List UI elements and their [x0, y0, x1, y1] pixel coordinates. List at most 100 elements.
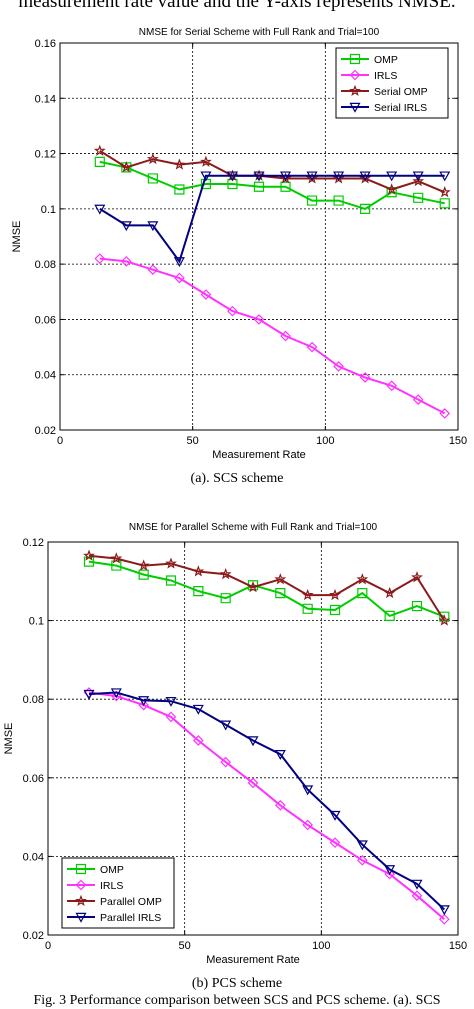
y-tick-label: 0.04 — [23, 851, 44, 863]
data-point — [193, 586, 204, 597]
data-point — [384, 868, 396, 880]
data-point — [438, 186, 451, 198]
data-point — [173, 158, 186, 170]
caption-b: (b) PCS scheme — [191, 976, 283, 991]
legend-label: IRLS — [374, 70, 397, 82]
series-parallel-irls — [83, 688, 450, 916]
data-point — [274, 573, 287, 585]
axes-frame — [47, 541, 459, 936]
legend-marker — [349, 84, 361, 97]
chart-title: NMSE for Serial Scheme with Full Rank an… — [139, 27, 380, 38]
data-point — [165, 575, 177, 586]
data-point — [329, 588, 341, 601]
data-point — [301, 588, 314, 601]
x-tick-label: 100 — [312, 940, 330, 952]
legend-marker — [75, 879, 87, 891]
caption-a: (a). SCS scheme — [190, 471, 284, 486]
x-tick-label: 100 — [316, 435, 334, 447]
data-point — [138, 699, 150, 711]
data-point — [329, 837, 341, 848]
y-tick-label: 0.16 — [35, 38, 56, 50]
data-point — [439, 198, 450, 209]
axes-frame — [59, 42, 459, 431]
data-point — [247, 777, 259, 789]
data-point — [280, 181, 291, 192]
data-point — [220, 593, 231, 604]
y-tick-label: 0.02 — [23, 930, 44, 942]
legend-marker — [75, 894, 87, 907]
data-point — [274, 799, 286, 811]
data-point — [200, 178, 212, 190]
data-point — [333, 361, 344, 372]
data-point — [200, 155, 212, 167]
legend-label: OMP — [374, 54, 398, 66]
data-point — [253, 171, 265, 182]
y-tick-label: 0.06 — [23, 773, 44, 785]
series-irls — [94, 253, 451, 419]
data-point — [94, 204, 106, 215]
y-tick-label: 0.12 — [35, 149, 56, 161]
data-point — [94, 156, 105, 167]
data-point — [138, 696, 150, 707]
data-point — [411, 879, 423, 890]
data-point — [302, 785, 314, 796]
data-point — [200, 289, 212, 300]
data-point — [120, 221, 132, 232]
data-point — [386, 171, 398, 182]
data-point — [333, 195, 344, 206]
y-axis-label: NMSE — [11, 221, 23, 253]
data-point — [359, 171, 371, 182]
data-point — [110, 552, 123, 564]
chart-b: NMSE for Parallel Scheme with Full Rank … — [3, 522, 467, 966]
data-point — [386, 380, 398, 392]
data-point — [247, 736, 259, 747]
data-point — [121, 162, 132, 173]
data-point — [165, 696, 177, 707]
data-point — [333, 171, 345, 182]
data-point — [356, 573, 369, 585]
legend-label: Serial OMP — [374, 86, 428, 98]
y-tick-label: 0.06 — [35, 314, 56, 326]
data-point — [280, 330, 291, 342]
top-text: measurement rate value and the Y-axis re… — [18, 0, 456, 12]
data-point — [384, 610, 395, 621]
data-point — [110, 690, 122, 702]
data-point — [280, 171, 292, 182]
data-point — [411, 890, 423, 902]
data-point — [192, 565, 205, 577]
y-tick-label: 0.14 — [35, 93, 56, 105]
data-point — [302, 603, 313, 614]
legend-label: Parallel OMP — [100, 896, 162, 908]
legend-label: OMP — [100, 864, 124, 876]
data-point — [411, 571, 423, 583]
x-axis-label: Measurement Rate — [212, 449, 306, 461]
data-point — [138, 569, 149, 580]
series-omp — [83, 556, 450, 622]
y-tick-label: 0.02 — [35, 425, 56, 437]
data-point — [219, 568, 232, 580]
series-parallel-omp — [83, 549, 451, 626]
legend-label: IRLS — [100, 880, 123, 892]
data-point — [147, 264, 159, 276]
data-point — [412, 171, 424, 182]
data-point — [247, 580, 259, 591]
data-point — [174, 272, 185, 284]
data-point — [360, 203, 371, 214]
data-point — [174, 184, 185, 195]
data-point — [120, 161, 133, 173]
data-point — [359, 372, 371, 383]
legend-marker — [75, 912, 87, 923]
series-line — [88, 691, 445, 921]
data-point — [275, 587, 286, 599]
series-line — [99, 257, 446, 415]
data-point — [438, 913, 450, 925]
legend-label: Parallel IRLS — [100, 912, 161, 924]
data-point — [439, 408, 451, 419]
data-point — [411, 600, 423, 612]
y-tick-label: 0.1 — [41, 204, 56, 216]
legend: OMP IRLS Parallel OMP Parallel IRLS — [61, 857, 175, 929]
legend-marker — [349, 102, 361, 113]
x-tick-label: 150 — [449, 940, 467, 952]
x-tick-label: 50 — [179, 940, 191, 952]
